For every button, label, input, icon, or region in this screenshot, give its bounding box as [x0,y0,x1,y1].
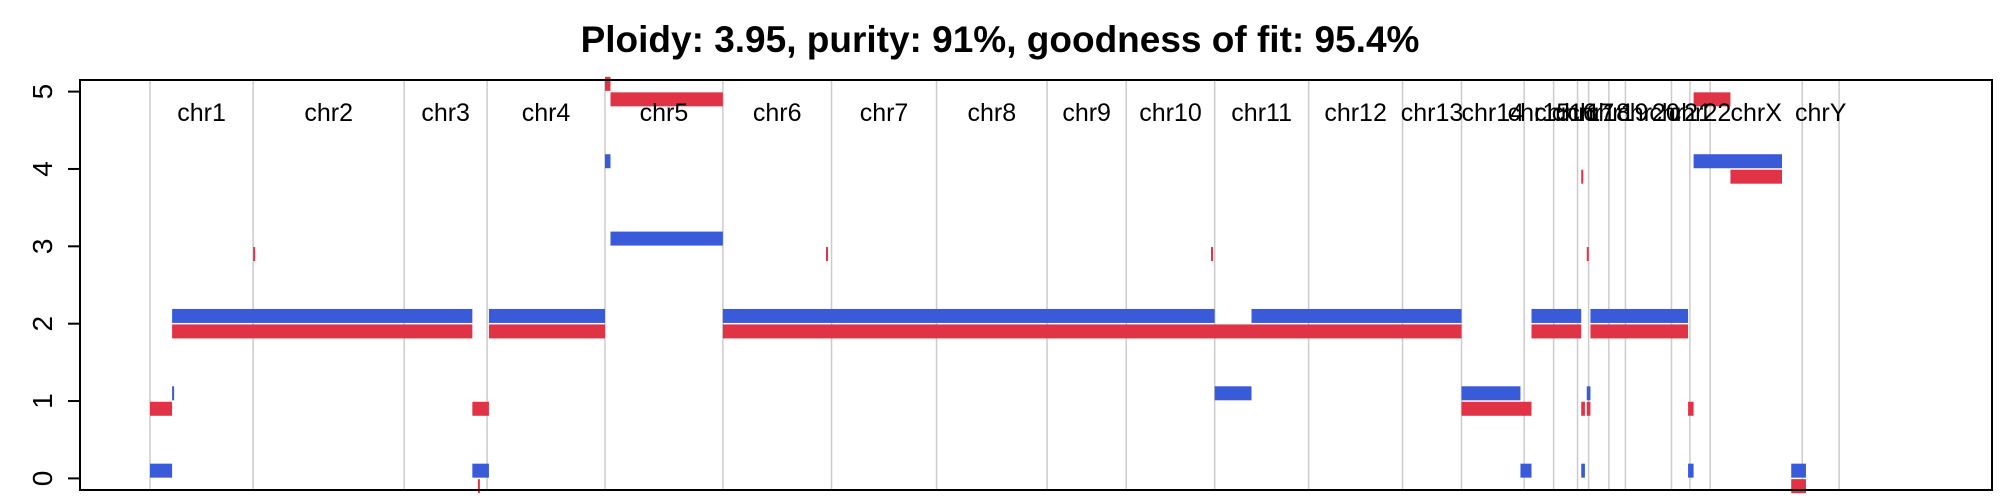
chromosome-label: chr19 [1586,99,1649,127]
major-segment [472,463,489,478]
chromosome-label: chr17 [1552,99,1615,127]
chromosome-label: chr3 [421,99,470,127]
y-tick-label: 4 [27,161,58,177]
chromosome-label: chr6 [753,99,802,127]
chromosome-label: chrX [1731,99,1783,127]
minor-segment [604,76,611,91]
chromosome-label: chr20 [1617,99,1680,127]
chromosome-label: chr12 [1324,99,1387,127]
major-segment [1688,463,1694,478]
chromosome-label: chr16 [1534,99,1597,127]
chromosome-label: chr13 [1401,99,1464,127]
chart-title: Ploidy: 3.95, purity: 91%, goodness of f… [581,19,1420,60]
minor-segment [1531,324,1582,339]
chromosome-label: chr22 [1669,99,1732,127]
minor-segment [472,401,489,416]
chromosome-label: chr1 [177,99,226,127]
minor-segment [1693,92,1731,107]
chromosome-label: chr18 [1567,99,1630,127]
major-segment [1791,463,1806,478]
chromosome-label: chr11 [1231,99,1292,127]
y-tick-label: 5 [27,84,58,100]
chromosome-label: chr21 [1649,99,1712,127]
chromosome-label: chr10 [1139,99,1202,127]
minor-segment [1210,247,1213,262]
minor-segment [1688,401,1694,416]
chromosome-label: chr9 [1062,99,1111,127]
major-segment [604,154,611,169]
chromosome-label: chr2 [304,99,353,127]
major-segment [172,386,175,401]
major-segment [1693,154,1783,169]
minor-segment [1730,169,1783,184]
y-tick-label: 2 [27,316,58,332]
y-axis: 0 1 2 3 4 5 [27,84,80,486]
chromosome-label: chr15 [1508,99,1571,127]
major-segment [1590,308,1689,323]
major-segment [1251,308,1462,323]
minor-segment [477,479,480,494]
minor-segment [1586,401,1591,416]
minor-segment [826,247,829,262]
chromosome-label: chr14 [1462,99,1525,127]
major-segment [1531,308,1582,323]
y-tick-label: 3 [27,239,58,255]
chromosome-label: chrY [1795,99,1847,127]
major-segment [1214,386,1252,401]
chromosome-label: chr4 [522,99,571,127]
chromosome-label: chr5 [640,99,689,127]
chromosome-label: chr7 [860,99,909,127]
minor-segment [610,92,723,107]
minor-segment [1791,479,1806,494]
y-tick-label: 0 [27,471,58,487]
major-segment [150,463,173,478]
minor-segment [1461,401,1532,416]
minor-segment [1581,401,1585,416]
major-segment [610,231,723,246]
minor-segment [488,324,605,339]
minor-segment [1590,324,1689,339]
major-segment [1581,463,1585,478]
copy-number-segments [150,76,1806,494]
minor-segment [172,324,473,339]
major-segment [1461,386,1521,401]
minor-segment [253,247,256,262]
plot-frame [79,79,1993,491]
major-segment [172,308,473,323]
minor-segment [150,401,173,416]
major-segment [488,308,605,323]
major-segment [1520,463,1532,478]
chromosome-labels: chr1 chr2 chr3 chr4 chr5 chr6 chr7 chr8 chr9 chr1… [177,99,1846,127]
y-tick-label: 1 [27,393,58,409]
minor-segment [1586,247,1589,262]
minor-segment [722,324,1462,339]
grid-lines [149,80,1840,490]
minor-segment [1581,169,1584,184]
chromosome-label: chr8 [967,99,1016,127]
major-segment [1586,386,1591,401]
major-segment [722,308,1215,323]
